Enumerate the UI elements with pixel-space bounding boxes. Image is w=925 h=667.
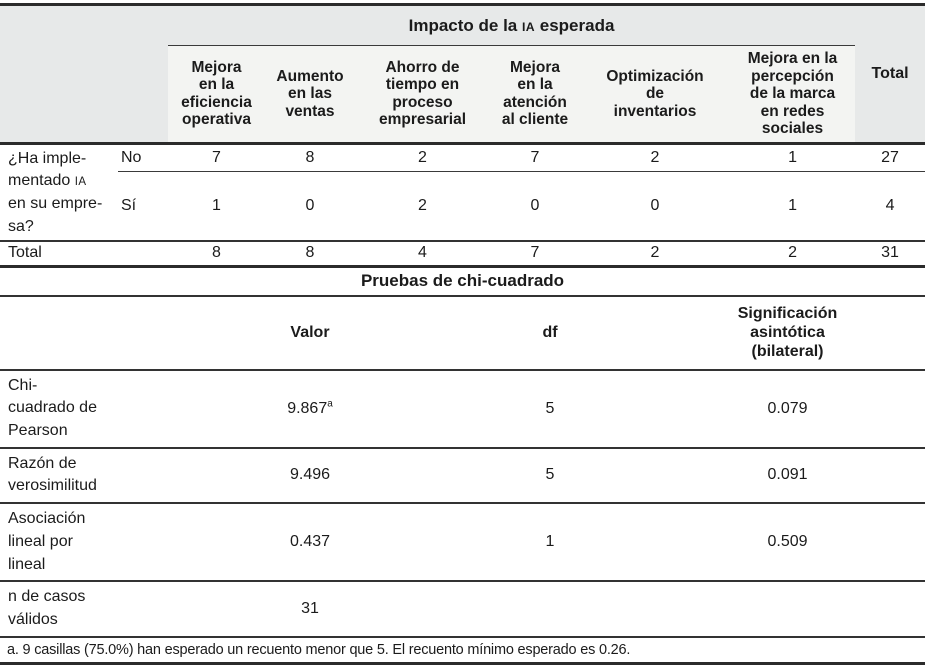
crosstab-table: Impacto de la IA esperada Total Mejora e… [0, 3, 925, 268]
chisq-label-razon: Razón de verosimilitud [0, 447, 170, 505]
cell-si-marca-redes: 1 [788, 196, 797, 214]
chisq-sig-asociacion: 0.509 [650, 503, 925, 583]
crosstab-row-no: ¿Ha imple- mentado IA en su empre- sa? N… [0, 143, 925, 233]
chisq-valor-pearson: 9.867a [170, 369, 450, 449]
chisq-row-razon: Razón de verosimilitud 9.496 5 0.091 [0, 447, 925, 505]
crosstab-question-label: ¿Ha imple- mentado IA en su empre- sa? [0, 143, 118, 241]
crosstab-row-label-no: No [118, 143, 168, 172]
chisq-footnote-row: a. 9 casillas (75.0%) han esperado un re… [0, 636, 925, 666]
chisq-label-ncasos: n de casos válidos [0, 581, 170, 638]
footnote-marker-a: a [327, 398, 333, 410]
cell-no-ventas: 8 [265, 143, 355, 172]
chisq-row-pearson: Chi- cuadrado de Pearson 9.867a 5 0.079 [0, 369, 925, 449]
cell-total-total: 31 [855, 240, 925, 268]
chisq-df-pearson: 5 [450, 369, 650, 449]
cell-no-marca-redes: 1 [730, 143, 856, 172]
cell-total-atencion-cliente: 7 [490, 240, 580, 268]
question-text: ¿Ha imple- mentado [8, 149, 87, 190]
crosstab-col-header-ahorro-tiempo: Ahorro de tiempo en proceso empresarial [355, 45, 490, 145]
chisq-sig-pearson: 0.079 [650, 369, 925, 449]
chisq-df-ncasos [450, 581, 650, 638]
crosstab-col-header-atencion-cliente: Mejora en la atención al cliente [490, 45, 580, 145]
cell-total-ahorro-tiempo: 4 [355, 240, 490, 268]
cell-total-eficiencia: 8 [168, 240, 265, 268]
chisq-valor-asociacion: 0.437 [170, 503, 450, 583]
cell-total-inventarios: 2 [580, 240, 730, 268]
chisq-table: Pruebas de chi-cuadrado Valor df Signifi… [0, 267, 925, 666]
question-smallcaps: IA [74, 176, 87, 189]
chisq-label-pearson: Chi- cuadrado de Pearson [0, 369, 170, 449]
crosstab-row-total: Total 8 8 4 7 2 2 31 [0, 240, 925, 268]
chisq-sig-razon: 0.091 [650, 447, 925, 505]
chisq-valor-razon: 9.496 [170, 447, 450, 505]
chisq-row-ncasos: n de casos válidos 31 [0, 581, 925, 638]
cell-si-ventas: 0 [305, 196, 315, 214]
chisq-col-header-df: df [450, 295, 650, 371]
crosstab-col-header-eficiencia: Mejora en la eficiencia operativa [168, 45, 265, 145]
chisq-df-asociacion: 1 [450, 503, 650, 583]
chisq-sig-ncasos [650, 581, 925, 638]
crosstab-title: Impacto de la IA esperada [168, 3, 856, 46]
chisq-df-razon: 5 [450, 447, 650, 505]
crosstab-title-text-end: esperada [535, 15, 615, 35]
cell-si-total: 4 [885, 196, 895, 214]
cell-no-atencion-cliente: 7 [490, 143, 580, 172]
crosstab-total-row-label: Total [0, 240, 168, 268]
chisq-col-header-valor: Valor [170, 295, 450, 371]
pearson-value: 9.867 [287, 399, 328, 417]
chisq-row-asociacion: Asociación lineal por lineal 0.437 1 0.5… [0, 503, 925, 583]
question-text-end: en su empre- sa? [8, 194, 103, 235]
cell-no-ahorro-tiempo: 2 [355, 143, 490, 172]
cell-si-eficiencia: 1 [212, 196, 221, 214]
crosstab-row-si: Sí 1 0 2 0 0 1 4 [0, 171, 925, 241]
cell-no-inventarios: 2 [580, 143, 730, 172]
cell-no-total: 27 [855, 143, 925, 172]
cell-total-ventas: 8 [265, 240, 355, 268]
chisq-label-asociacion: Asociación lineal por lineal [0, 503, 170, 583]
cell-si-atencion-cliente: 0 [530, 196, 540, 214]
crosstab-total-column-header: Total [855, 3, 925, 145]
chisq-title: Pruebas de chi-cuadrado [0, 267, 925, 297]
crosstab-title-text: Impacto de la [408, 15, 522, 35]
crosstab-col-header-inventarios: Optimización de inventarios [580, 45, 730, 145]
chisq-corner-cell [0, 295, 170, 371]
chisq-valor-ncasos: 31 [170, 581, 450, 638]
crosstab-title-smallcaps: IA [521, 19, 536, 34]
crosstab-row-label-si: Sí [121, 196, 137, 214]
chisq-footnote: a. 9 casillas (75.0%) han esperado un re… [0, 636, 925, 666]
crosstab-corner-cell [0, 3, 168, 145]
cell-no-eficiencia: 7 [168, 143, 265, 172]
cell-si-ahorro-tiempo: 2 [418, 196, 427, 214]
cell-total-marca-redes: 2 [730, 240, 856, 268]
chisq-col-header-sig: Significación asintótica (bilateral) [650, 295, 925, 371]
crosstab-col-header-ventas: Aumento en las ventas [265, 45, 355, 145]
crosstab-col-header-marca-redes: Mejora en la percepción de la marca en r… [730, 45, 856, 145]
cell-si-inventarios: 0 [650, 196, 660, 214]
